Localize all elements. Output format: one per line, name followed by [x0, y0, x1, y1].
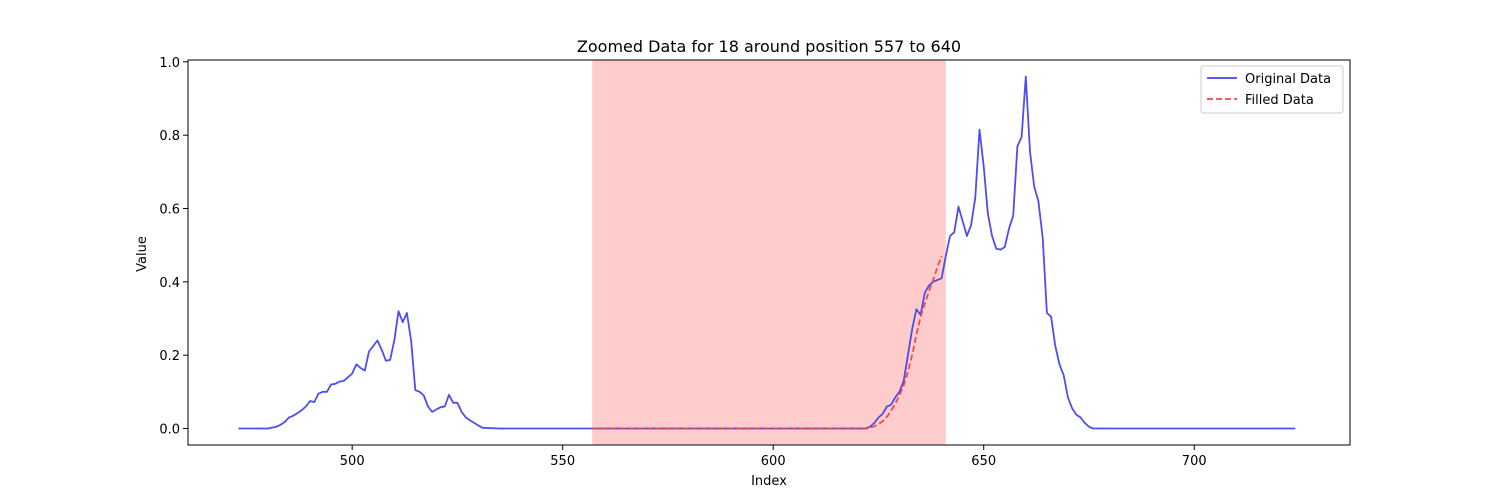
- chart-title: Zoomed Data for 18 around position 557 t…: [577, 37, 961, 56]
- x-tick-label: 600: [761, 454, 786, 469]
- legend: Original Data Filled Data: [1200, 65, 1344, 114]
- legend-label-filled: Filled Data: [1245, 93, 1314, 108]
- y-tick-label: 0.4: [159, 276, 180, 291]
- y-tick-label: 0.2: [159, 349, 180, 364]
- series-line-filled: [592, 255, 943, 430]
- x-tick-label: 550: [550, 454, 575, 469]
- x-tick-label: 500: [340, 454, 365, 469]
- axes-frame: [187, 59, 1351, 446]
- y-tick-label: 0.0: [159, 423, 180, 438]
- y-axis-label: Value: [135, 236, 150, 272]
- x-axis-label: Index: [751, 474, 787, 489]
- y-tick-label: 1.0: [159, 56, 180, 71]
- x-tick-label: 650: [971, 454, 996, 469]
- x-tick-label: 700: [1182, 454, 1207, 469]
- y-tick-label: 0.8: [159, 129, 180, 144]
- plot-area: 500 550 600 650 700 0.0 0.2 0.4 0.6 0.8 1.0: [159, 56, 1351, 469]
- legend-label-original: Original Data: [1245, 72, 1331, 87]
- highlight-span: [592, 60, 946, 445]
- y-tick-label: 0.6: [159, 203, 180, 218]
